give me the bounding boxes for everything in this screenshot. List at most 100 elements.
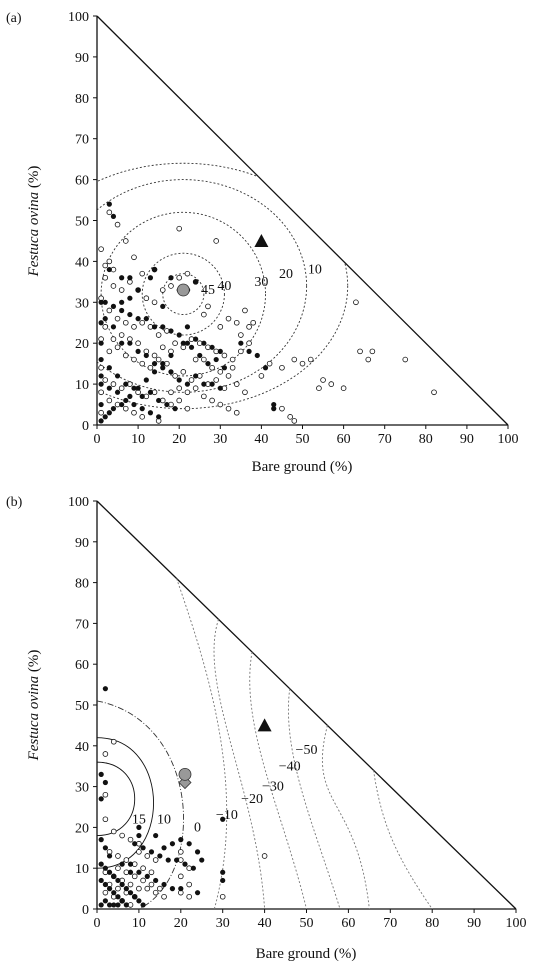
- open-point: [201, 393, 207, 400]
- open-point: [106, 307, 113, 314]
- filled-point: [156, 414, 162, 420]
- contour-line: [97, 162, 349, 410]
- open-point: [139, 360, 146, 367]
- open-point: [115, 885, 121, 892]
- open-point: [340, 385, 347, 391]
- filled-point: [132, 894, 138, 900]
- filled-point: [168, 369, 174, 375]
- centroid-circle-marker: [176, 283, 190, 297]
- open-point: [217, 324, 224, 330]
- filled-point: [123, 397, 129, 404]
- open-point: [219, 893, 226, 900]
- filled-point: [160, 361, 166, 367]
- filled-point: [98, 373, 104, 379]
- open-point: [102, 791, 109, 798]
- filled-point: [197, 352, 203, 359]
- y-tick-label: 60: [75, 174, 89, 189]
- filled-point: [178, 837, 184, 843]
- open-point: [118, 287, 125, 293]
- open-point: [106, 209, 113, 216]
- open-point: [229, 364, 236, 371]
- filled-point: [184, 381, 191, 387]
- filled-point: [127, 393, 133, 399]
- open-point: [155, 332, 162, 338]
- open-point: [221, 352, 228, 359]
- y-tick-label: 50: [75, 699, 89, 714]
- open-point: [233, 319, 240, 326]
- filled-point: [110, 303, 117, 309]
- filled-point: [169, 841, 176, 847]
- filled-point: [98, 320, 104, 326]
- filled-point: [102, 881, 108, 888]
- contour-label: 10: [308, 263, 322, 278]
- contour-line: [373, 770, 433, 910]
- filled-point: [271, 401, 277, 408]
- filled-point: [132, 841, 138, 847]
- open-point: [159, 287, 166, 293]
- filled-point: [119, 275, 125, 281]
- open-point: [431, 389, 437, 396]
- filled-point: [114, 373, 121, 379]
- open-point: [151, 352, 158, 359]
- open-point: [291, 418, 298, 424]
- y-tick-label: 0: [82, 419, 89, 434]
- filled-point: [193, 279, 199, 285]
- open-point: [139, 414, 146, 420]
- open-point: [131, 254, 137, 261]
- filled-point: [147, 410, 154, 416]
- filled-point: [119, 401, 125, 408]
- open-point: [131, 356, 137, 363]
- filled-point: [115, 902, 121, 908]
- open-point: [136, 885, 142, 892]
- y-tick-label: 60: [75, 658, 89, 673]
- open-point: [143, 295, 150, 302]
- open-point: [110, 381, 117, 387]
- open-point: [136, 849, 142, 855]
- filled-point: [135, 316, 141, 322]
- open-point: [131, 873, 138, 880]
- panel-a-axes: [93, 15, 509, 429]
- x-tick-label: 10: [131, 432, 145, 447]
- filled-point: [139, 406, 145, 412]
- contour-label: 15: [132, 812, 146, 827]
- open-point: [205, 303, 211, 310]
- filled-point: [188, 344, 195, 350]
- open-point: [114, 344, 121, 351]
- diagonal-line: [96, 15, 509, 426]
- open-point: [213, 238, 219, 244]
- open-point: [184, 405, 191, 412]
- open-point: [157, 885, 163, 892]
- filled-point: [98, 837, 104, 843]
- filled-point: [136, 832, 142, 839]
- open-point: [110, 738, 117, 745]
- open-point: [357, 348, 363, 355]
- filled-point: [106, 385, 112, 391]
- open-point: [151, 299, 158, 306]
- y-tick-label: 20: [75, 821, 89, 836]
- filled-point: [143, 352, 149, 359]
- x-tick-label: 50: [296, 432, 310, 447]
- open-point: [131, 409, 137, 416]
- open-point: [102, 889, 109, 896]
- open-point: [279, 405, 285, 412]
- filled-point: [106, 201, 112, 207]
- open-point: [139, 319, 146, 326]
- open-point: [369, 348, 376, 355]
- filled-point: [168, 328, 174, 334]
- x-tick-label: 70: [383, 916, 397, 931]
- filled-point: [98, 418, 104, 424]
- filled-point: [102, 299, 108, 305]
- contour-label: 20: [279, 267, 293, 282]
- filled-point: [111, 902, 117, 908]
- filled-point: [209, 344, 215, 350]
- open-point: [98, 364, 104, 371]
- filled-point: [111, 873, 117, 879]
- filled-point: [193, 336, 199, 342]
- open-point: [110, 283, 117, 289]
- filled-point: [123, 886, 129, 892]
- filled-point: [160, 324, 166, 330]
- open-point: [246, 324, 252, 330]
- open-point: [127, 881, 134, 888]
- open-point: [98, 246, 104, 252]
